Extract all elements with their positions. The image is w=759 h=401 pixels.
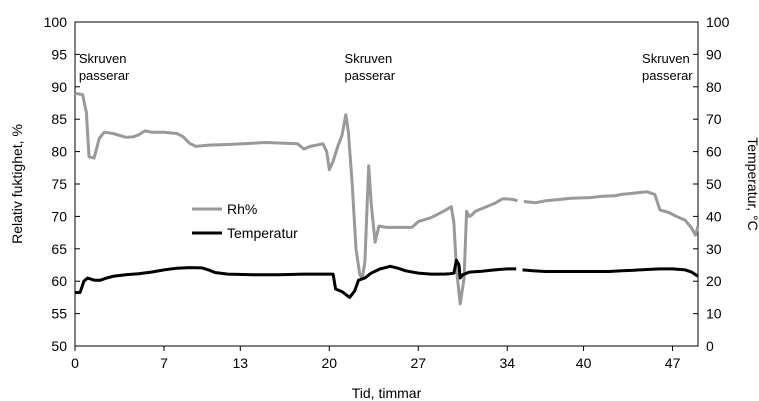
x-tick-label: 0 <box>71 355 79 371</box>
x-tick-label: 27 <box>410 355 426 371</box>
y-right-tick-label: 0 <box>706 338 714 354</box>
x-tick-label: 20 <box>321 355 337 371</box>
y-axis-left-title: Relativ fuktighet, % <box>9 124 25 244</box>
y-axis-right-title: Temperatur, °C <box>745 137 759 231</box>
y-right-tick-label: 30 <box>706 241 722 257</box>
x-tick-label: 13 <box>232 355 248 371</box>
annotation-line: Skruven <box>345 51 393 66</box>
y-right-tick-label: 40 <box>706 208 722 224</box>
y-left-tick-label: 95 <box>51 46 67 62</box>
annotation-line: Skruven <box>79 51 127 66</box>
y-right-tick-label: 90 <box>706 46 722 62</box>
series-line-temperatur <box>522 267 699 278</box>
annotation-line: Skruven <box>642 51 690 66</box>
y-right-tick-label: 70 <box>706 111 722 127</box>
annotation-label: Skruven passerar <box>79 51 130 83</box>
y-right-tick-label: 60 <box>706 144 722 160</box>
y-right-tick-label: 100 <box>706 14 730 30</box>
y-left-tick-label: 55 <box>51 306 67 322</box>
annotation-line: passerar <box>79 68 130 83</box>
annotation-label: Skruven passerar <box>345 51 396 83</box>
y-right-tick-label: 80 <box>706 79 722 95</box>
x-tick-label: 47 <box>665 355 681 371</box>
y-left-tick-label: 75 <box>51 176 67 192</box>
legend: Rh% Temperatur <box>192 201 298 241</box>
y-left-tick-label: 60 <box>51 273 67 289</box>
y-left-tick-label: 70 <box>51 208 67 224</box>
annotation-line: passerar <box>642 68 693 83</box>
legend-label: Rh% <box>227 201 257 217</box>
series-layer <box>74 91 700 306</box>
x-tick-label: 40 <box>576 355 592 371</box>
series-line-rh- <box>74 91 518 306</box>
y-left-tick-label: 80 <box>51 144 67 160</box>
y-left-tick-label: 50 <box>51 338 67 354</box>
series-line-temperatur <box>75 258 517 299</box>
y-right-tick-label: 10 <box>706 306 722 322</box>
x-axis-title: Tid, timmar <box>352 385 422 401</box>
annotation-line: passerar <box>345 68 396 83</box>
y-right-tick-label: 50 <box>706 176 722 192</box>
x-tick-label: 34 <box>499 355 515 371</box>
annotation-label: Skruven passerar <box>642 51 693 83</box>
x-tick-label: 7 <box>160 355 168 371</box>
series-line-rh- <box>523 190 700 237</box>
annotations-layer: Skruven passerar Skruven passerar Skruven pas… <box>79 51 693 83</box>
y-left-tick-label: 90 <box>51 79 67 95</box>
y-left-tick-label: 100 <box>44 14 68 30</box>
axes-layer: 5055606570758085909510001020304050607080… <box>44 14 730 371</box>
legend-label: Temperatur <box>227 225 298 241</box>
y-left-tick-label: 65 <box>51 241 67 257</box>
y-left-tick-label: 85 <box>51 111 67 127</box>
y-right-tick-label: 20 <box>706 273 722 289</box>
